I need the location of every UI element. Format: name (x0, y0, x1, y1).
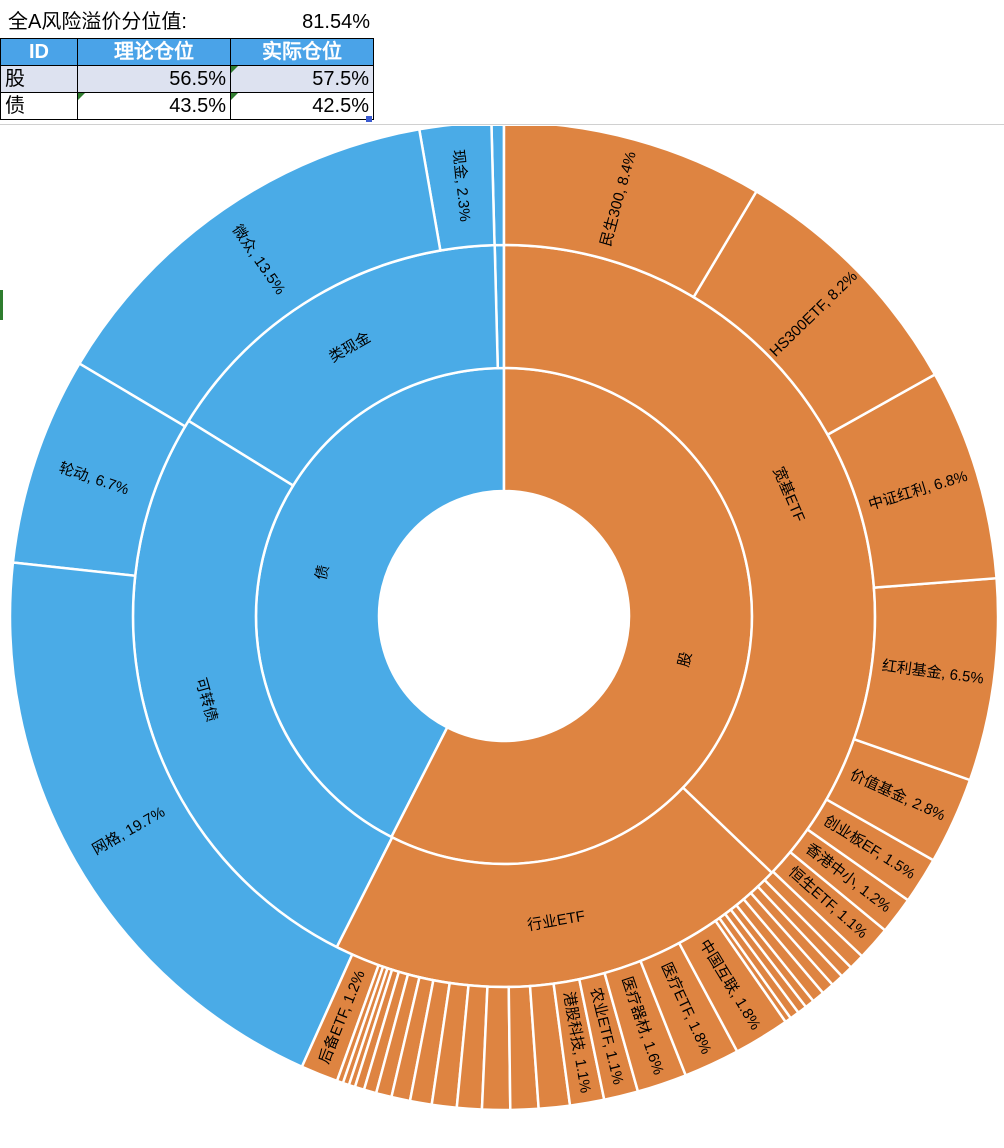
sunburst-label-l0-0: 债 (313, 563, 333, 582)
table-row: 股 56.5% 57.5% (0, 65, 374, 93)
sunburst-label-l0-1: 股 (675, 650, 695, 669)
row-marker (0, 290, 3, 320)
metric-label: 全A风险溢价分位值: (8, 11, 187, 33)
column-header-actual[interactable]: 实际仓位 (230, 38, 374, 66)
cell-theory[interactable]: 43.5% (77, 92, 231, 120)
sunburst-segment-l2-40[interactable] (502, 126, 759, 299)
cell-actual[interactable]: 57.5% (230, 65, 374, 93)
cell-id[interactable]: 股 (0, 65, 78, 93)
spreadsheet-area: 全A风险溢价分位值: 81.54% ID 理论仓位 实际仓位 股 56.5% 5… (0, 0, 1004, 126)
allocation-table: ID 理论仓位 实际仓位 股 56.5% 57.5% 债 43.5% 42.5% (0, 38, 374, 120)
column-header-theory[interactable]: 理论仓位 (77, 38, 231, 66)
cell-theory[interactable]: 56.5% (77, 65, 231, 93)
table-row: 债 43.5% 42.5% (0, 92, 374, 120)
fill-handle[interactable] (366, 116, 372, 122)
column-header-id[interactable]: ID (0, 38, 78, 66)
sunburst-segment-l2-16[interactable] (480, 985, 512, 1112)
sheet-divider (0, 124, 1004, 125)
cell-actual[interactable]: 42.5% (230, 92, 374, 120)
table-header-row: ID 理论仓位 实际仓位 (0, 38, 374, 66)
cell-id[interactable]: 债 (0, 92, 78, 120)
metric-value[interactable]: 81.54% (302, 11, 370, 33)
